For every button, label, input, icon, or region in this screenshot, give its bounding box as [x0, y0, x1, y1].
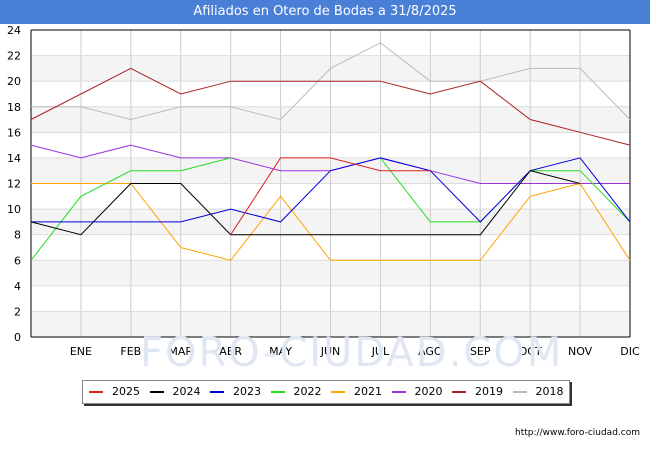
legend-swatch [270, 391, 285, 393]
series-line-2018 [31, 42, 631, 121]
legend: 2025 2024 2023 2022 2021 2020 2019 2018 [82, 380, 570, 404]
legend-label: 2022 [293, 385, 322, 398]
legend-item-2018: 2018 [512, 385, 564, 398]
legend-label: 2025 [112, 385, 140, 398]
legend-label: 2021 [354, 385, 382, 398]
series-line-2024 [30, 170, 581, 236]
legend-swatch [452, 391, 466, 393]
y-tick-label: 0 [14, 331, 21, 344]
y-tick-label: 12 [7, 178, 21, 191]
legend-label: 2018 [535, 385, 564, 398]
y-tick-label: 16 [7, 126, 21, 139]
legend-item-2019: 2019 [452, 385, 503, 398]
x-tick-label: MAY [269, 345, 292, 358]
y-tick-label: 8 [14, 229, 21, 242]
y-tick-label: 4 [14, 280, 21, 293]
x-tick-labels: ENE FEB MAR ABR MAY JUN JUL AGO SEP OCT NOV DIC [70, 345, 640, 358]
legend-swatch [210, 391, 224, 393]
legend-label: 2019 [475, 385, 503, 398]
watermark: FORO-CIUDAD.COM [140, 330, 564, 376]
legend-item-2023: 2023 [210, 385, 261, 398]
y-tick-label: 22 [7, 50, 21, 63]
legend-swatch [89, 391, 103, 393]
y-tick-label: 14 [7, 152, 21, 165]
x-tick-label: ABR [219, 345, 242, 358]
y-tick-label: 10 [7, 203, 21, 216]
x-tick-label: ENE [70, 345, 92, 358]
y-tick-label: 6 [14, 254, 21, 267]
legend-swatch [391, 391, 406, 393]
x-tick-label: AGO [418, 345, 443, 358]
x-tick-label: SEP [470, 345, 491, 358]
y-tick-label: 20 [7, 75, 21, 88]
source-url[interactable]: http://www.foro-ciudad.com [515, 428, 640, 438]
legend-item-2025: 2025 [89, 385, 140, 398]
legend-swatch [149, 391, 164, 393]
chart-title: Afiliados en Otero de Bodas a 31/8/2025 [0, 0, 650, 24]
legend-swatch [331, 391, 345, 393]
series-line-2019 [30, 67, 631, 146]
legend-swatch [512, 391, 527, 393]
legend-item-2021: 2021 [331, 385, 382, 398]
x-tick-label: NOV [568, 345, 593, 358]
legend-label: 2020 [414, 385, 443, 398]
legend-label: 2024 [172, 385, 201, 398]
series-lines [30, 42, 631, 261]
legend-item-2024: 2024 [149, 385, 201, 398]
y-tick-label: 18 [7, 101, 21, 114]
legend-item-2020: 2020 [391, 385, 443, 398]
x-tick-label: JUN [320, 345, 341, 358]
y-tick-label: 2 [14, 305, 21, 318]
series-line-2025 [230, 157, 431, 235]
legend-label: 2023 [233, 385, 261, 398]
x-tick-label: FEB [120, 345, 141, 358]
y-tick-label: 24 [7, 24, 21, 37]
legend-item-2022: 2022 [270, 385, 322, 398]
x-tick-label: DIC [620, 345, 640, 358]
x-tick-label: OCT [519, 345, 542, 358]
series-line-2022 [30, 157, 231, 261]
x-tick-label: MAR [168, 345, 193, 358]
x-tick-label: JUL [371, 345, 390, 358]
